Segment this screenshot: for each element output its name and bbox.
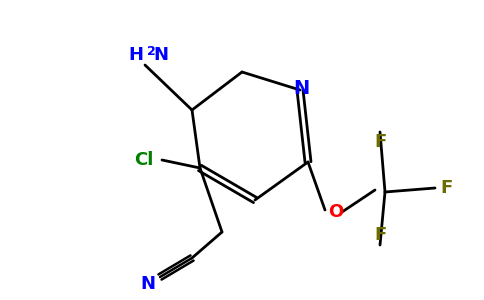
- Text: F: F: [374, 133, 386, 151]
- Text: Cl: Cl: [135, 151, 154, 169]
- Text: 2: 2: [147, 45, 156, 58]
- Text: F: F: [374, 226, 386, 244]
- Text: N: N: [293, 79, 309, 98]
- Text: O: O: [328, 203, 344, 221]
- Text: N: N: [140, 275, 155, 293]
- Text: N: N: [153, 46, 168, 64]
- Text: F: F: [441, 179, 453, 197]
- Text: H: H: [128, 46, 143, 64]
